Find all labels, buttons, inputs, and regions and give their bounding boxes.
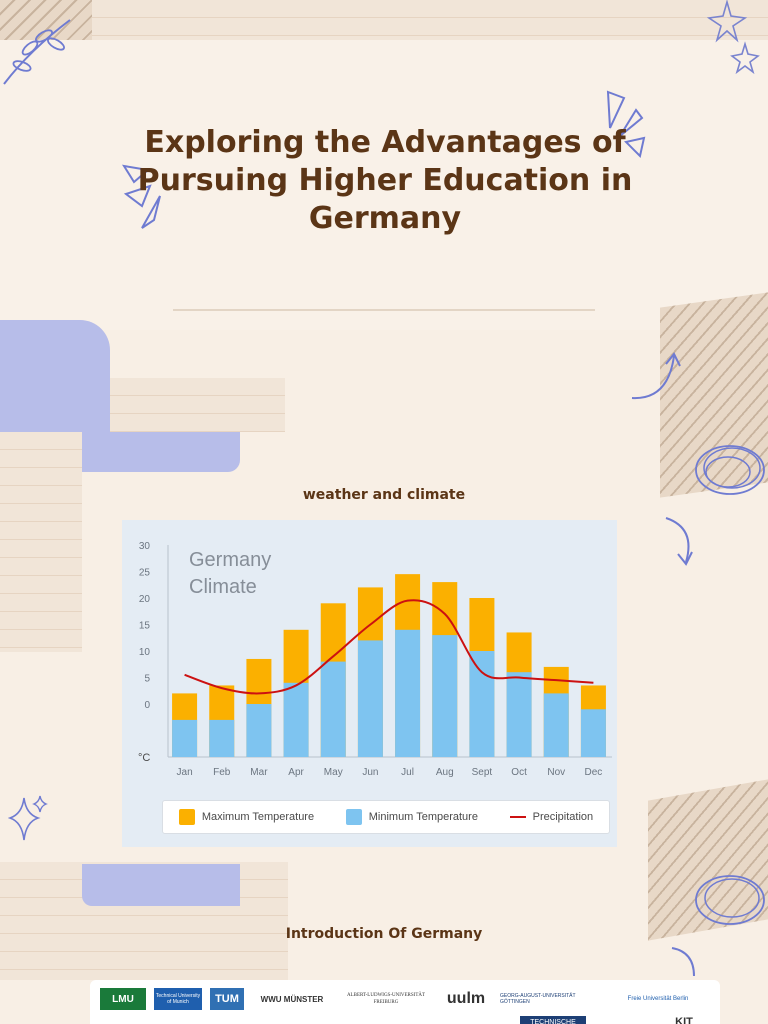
logo-goettingen: GEORG-AUGUST-UNIVERSITÄT GÖTTINGEN: [500, 993, 576, 1005]
bar-min-temp: [320, 661, 346, 757]
curved-arrow-down-icon: [665, 517, 693, 566]
torn-paper-main: [0, 40, 768, 330]
section-heading-weather: weather and climate: [302, 487, 466, 503]
x-tick-label: Jun: [362, 767, 378, 778]
precipitation-line: [184, 599, 594, 695]
x-tick-label: Jul: [401, 767, 414, 778]
chart-title-line-2: Climate: [189, 576, 257, 598]
y-unit-label: °C: [138, 752, 150, 764]
legend-label-min: Minimum Temperature: [368, 811, 478, 823]
lined-paper-left: [0, 432, 82, 652]
climate-chart: 30 25 20 15 10 5 0 °C Jan Feb Mar Apr May Jun Jul Aug Se…: [122, 520, 617, 847]
y-tick-label: 5: [144, 674, 150, 685]
y-tick-label: 15: [139, 621, 151, 632]
x-tick-label: Aug: [436, 767, 454, 778]
logo-wwu: WWU MÜNSTER: [260, 994, 324, 1004]
chart-legend: Maximum Temperature Minimum Temperature …: [162, 800, 610, 834]
x-tick-label: Feb: [213, 767, 231, 778]
logo-tum: TUM: [210, 988, 244, 1010]
bar-min-temp: [283, 682, 309, 757]
curved-arrow-bottom-icon: [671, 947, 695, 977]
bar-min-temp: [506, 672, 532, 757]
lined-paper-top: [92, 0, 768, 40]
logo-fu-berlin: Freie Universität Berlin: [627, 996, 689, 1002]
legend-swatch-precip: [509, 816, 526, 818]
x-tick-label: Nov: [547, 767, 565, 778]
x-tick-label: Oct: [511, 767, 527, 778]
chart-title-line-1: Germany: [189, 549, 271, 571]
bar-min-temp: [469, 651, 495, 757]
university-logos-strip: LMU Technical University of Munich TUM W…: [90, 980, 720, 1024]
bar-min-temp: [543, 693, 569, 757]
lavender-paper-middle: [82, 432, 240, 472]
logo-kit: KIT: [675, 1016, 693, 1024]
legend-swatch-min: [345, 809, 362, 825]
bar-min-temp: [172, 719, 198, 757]
curved-arrow-up-icon: [631, 352, 681, 400]
x-tick-label: May: [324, 767, 343, 778]
y-tick-label: 25: [139, 568, 151, 579]
x-tick-label: Mar: [250, 767, 268, 778]
logo-tum-text: Technical University of Munich: [154, 988, 202, 1010]
x-tick-label: Jan: [177, 767, 193, 778]
sparkle-icon: [8, 795, 48, 841]
y-tick-label: 30: [139, 541, 151, 552]
triangles-left-icon: [121, 164, 161, 229]
logo-technische: TECHNISCHE: [520, 1016, 586, 1024]
bar-min-temp: [357, 640, 383, 757]
scribble-circle-icon: [695, 445, 765, 495]
logo-row-2: TECHNISCHE KIT: [520, 1016, 704, 1024]
section-heading-introduction: Introduction Of Germany: [285, 926, 483, 942]
y-tick-label: 0: [144, 700, 150, 711]
bar-min-temp: [432, 635, 458, 757]
x-tick-label: Dec: [585, 767, 603, 778]
x-tick-label: Apr: [288, 767, 304, 778]
logo-ulm: uulm: [446, 990, 486, 1007]
page-title: Exploring the Advantages of Pursuing Hig…: [137, 125, 633, 236]
scribble-circle-bottom-icon: [695, 875, 765, 925]
logo-row-1: LMU Technical University of Munich TUM W…: [100, 988, 708, 1010]
bar-min-temp: [395, 629, 421, 757]
lavender-paper-bottom: [82, 864, 240, 906]
legend-label-max: Maximum Temperature: [201, 811, 315, 823]
star-icon: [706, 0, 760, 75]
y-tick-label: 20: [139, 594, 151, 605]
triangles-right-icon: [606, 90, 646, 158]
bar-min-temp: [580, 709, 606, 757]
title-divider: [173, 309, 595, 311]
lavender-paper-left: [0, 320, 110, 440]
lined-paper-middle: [110, 378, 285, 432]
legend-item-max: Maximum Temperature: [178, 809, 315, 825]
logo-freiburg: ALBERT-LUDWIGS-UNIVERSITÄT FREIBURG: [346, 993, 426, 1005]
climate-chart-svg: 30 25 20 15 10 5 0 °C Jan Feb Mar Apr May Jun Jul Aug Se…: [138, 541, 612, 778]
x-tick-label: Sept: [472, 767, 493, 778]
legend-label-precip: Precipitation: [532, 811, 594, 823]
legend-swatch-max: [178, 809, 195, 825]
logo-lmu: LMU: [100, 988, 146, 1010]
y-tick-label: 10: [139, 647, 151, 658]
legend-item-precip: Precipitation: [509, 811, 594, 823]
bar-min-temp: [209, 719, 235, 757]
leaf-branch-icon: [3, 19, 71, 85]
bar-min-temp: [246, 704, 272, 757]
legend-item-min: Minimum Temperature: [345, 809, 478, 825]
